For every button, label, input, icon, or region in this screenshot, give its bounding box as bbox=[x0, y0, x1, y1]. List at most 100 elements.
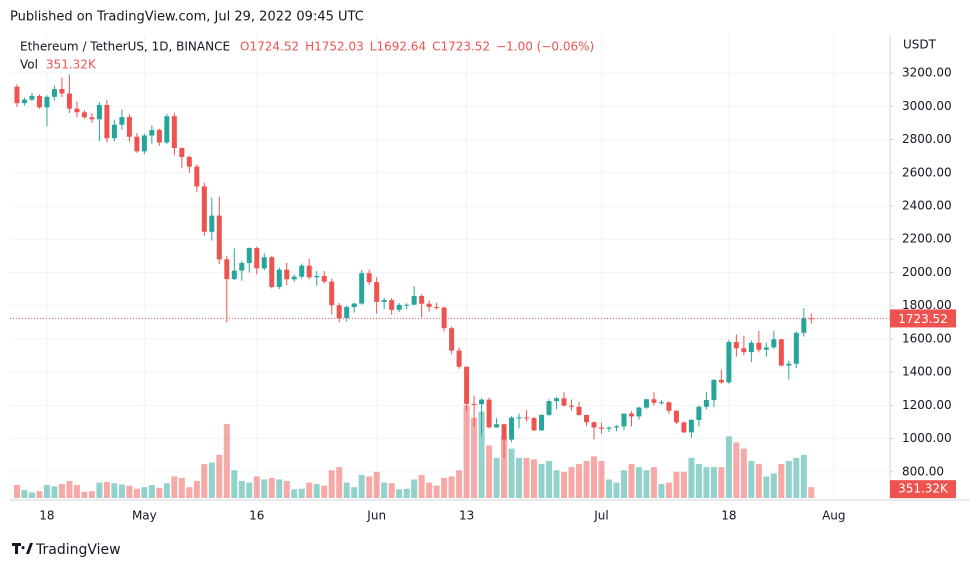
volume-bar bbox=[193, 481, 200, 498]
volume-bar bbox=[336, 467, 343, 498]
candle-body bbox=[471, 403, 477, 405]
volume-bar bbox=[613, 482, 620, 498]
volume-bar bbox=[800, 454, 807, 498]
candle-body bbox=[96, 104, 102, 120]
candle-body bbox=[584, 414, 590, 423]
candle-body bbox=[494, 424, 500, 428]
candle-body bbox=[201, 186, 207, 232]
y-axis-label: USDT bbox=[903, 38, 937, 52]
candle-body bbox=[126, 117, 132, 137]
candle-body bbox=[179, 148, 185, 157]
candle-body bbox=[374, 282, 380, 302]
candle-body bbox=[396, 304, 402, 310]
candle-body bbox=[801, 318, 807, 333]
volume-bar bbox=[111, 483, 118, 498]
candle-body bbox=[351, 303, 357, 308]
last-volume-label: 351.32K bbox=[898, 482, 949, 496]
volume-bar bbox=[710, 467, 717, 498]
volume-bar bbox=[238, 481, 245, 498]
candle-body bbox=[21, 99, 27, 104]
candle-body bbox=[434, 306, 440, 308]
volume-bar bbox=[688, 457, 695, 498]
candle-body bbox=[726, 342, 732, 383]
volume-bar bbox=[148, 485, 155, 498]
volume-bar bbox=[88, 491, 95, 498]
y-tick-label: 1200.00 bbox=[902, 398, 952, 412]
volume-bar bbox=[246, 482, 253, 498]
volume-bar bbox=[478, 411, 485, 498]
legend-value: L1692.64 bbox=[370, 40, 426, 54]
x-tick-label: Jul bbox=[593, 509, 608, 523]
candle-body bbox=[276, 269, 282, 287]
candle-body bbox=[763, 347, 769, 350]
candle-body bbox=[104, 104, 110, 139]
volume-bar bbox=[568, 467, 575, 498]
y-tick-label: 2800.00 bbox=[902, 132, 952, 146]
candle-body bbox=[464, 366, 470, 404]
volume-bar bbox=[523, 457, 530, 498]
volume-bar bbox=[770, 473, 777, 498]
volume-bar bbox=[141, 487, 148, 498]
volume-bar bbox=[298, 488, 305, 498]
volume-bar bbox=[306, 482, 313, 498]
candle-body bbox=[149, 130, 155, 136]
legend-value: H1752.03 bbox=[305, 40, 364, 54]
volume-bar bbox=[58, 484, 65, 498]
volume-bar bbox=[658, 484, 665, 498]
legend-value: O1724.52 bbox=[240, 40, 299, 54]
volume-bar bbox=[186, 487, 193, 498]
volume-title: Vol bbox=[20, 58, 38, 72]
brand-name: TradingView bbox=[35, 542, 121, 558]
volume-bar bbox=[28, 492, 35, 498]
candle-body bbox=[291, 276, 297, 280]
volume-bar bbox=[381, 482, 388, 498]
candle-body bbox=[224, 259, 230, 280]
candle-body bbox=[269, 257, 275, 287]
candle-body bbox=[216, 215, 222, 260]
candle-body bbox=[554, 398, 560, 402]
volume-bar bbox=[396, 489, 403, 498]
published-note: Published on TradingView.com, Jul 29, 20… bbox=[10, 10, 364, 25]
candle-body bbox=[793, 332, 799, 364]
candle-body bbox=[486, 399, 492, 428]
candle-body bbox=[36, 95, 42, 108]
volume-bar bbox=[748, 460, 755, 498]
y-tick-label: 1800.00 bbox=[902, 298, 952, 312]
candle-body bbox=[658, 402, 664, 404]
candle-body bbox=[598, 427, 604, 429]
volume-bar bbox=[96, 482, 103, 498]
candle-body bbox=[576, 406, 582, 415]
x-tick-label: 16 bbox=[249, 509, 264, 523]
volume-bar bbox=[43, 485, 50, 498]
volume-bar bbox=[471, 417, 478, 498]
y-tick-label: 3000.00 bbox=[902, 99, 952, 113]
candles bbox=[14, 74, 814, 459]
candle-body bbox=[209, 215, 215, 232]
candle-body bbox=[359, 273, 365, 304]
candle-body bbox=[344, 307, 350, 319]
candle-body bbox=[524, 417, 530, 419]
y-tick-label: 2400.00 bbox=[902, 199, 952, 213]
volume-bar bbox=[81, 491, 88, 498]
volume-bar bbox=[598, 460, 605, 498]
volume-bar bbox=[351, 487, 358, 498]
candle-body bbox=[628, 413, 634, 417]
volume-bar bbox=[313, 484, 320, 498]
candle-body bbox=[569, 405, 575, 407]
candle-body bbox=[449, 328, 455, 351]
volume-bar bbox=[546, 460, 553, 498]
candle-body bbox=[329, 281, 335, 306]
candle-body bbox=[696, 406, 702, 420]
candle-body bbox=[141, 135, 147, 152]
candle-body bbox=[778, 339, 784, 366]
volume-bar bbox=[680, 471, 687, 498]
volume-bar bbox=[133, 488, 140, 498]
candle-body bbox=[621, 413, 627, 427]
volume-bar bbox=[208, 462, 215, 498]
volume-bar bbox=[51, 486, 58, 498]
volume-bar bbox=[486, 445, 493, 498]
candle-body bbox=[441, 307, 447, 329]
candle-body bbox=[756, 342, 762, 350]
volume-bar bbox=[433, 485, 440, 498]
volume-bar bbox=[576, 464, 583, 498]
